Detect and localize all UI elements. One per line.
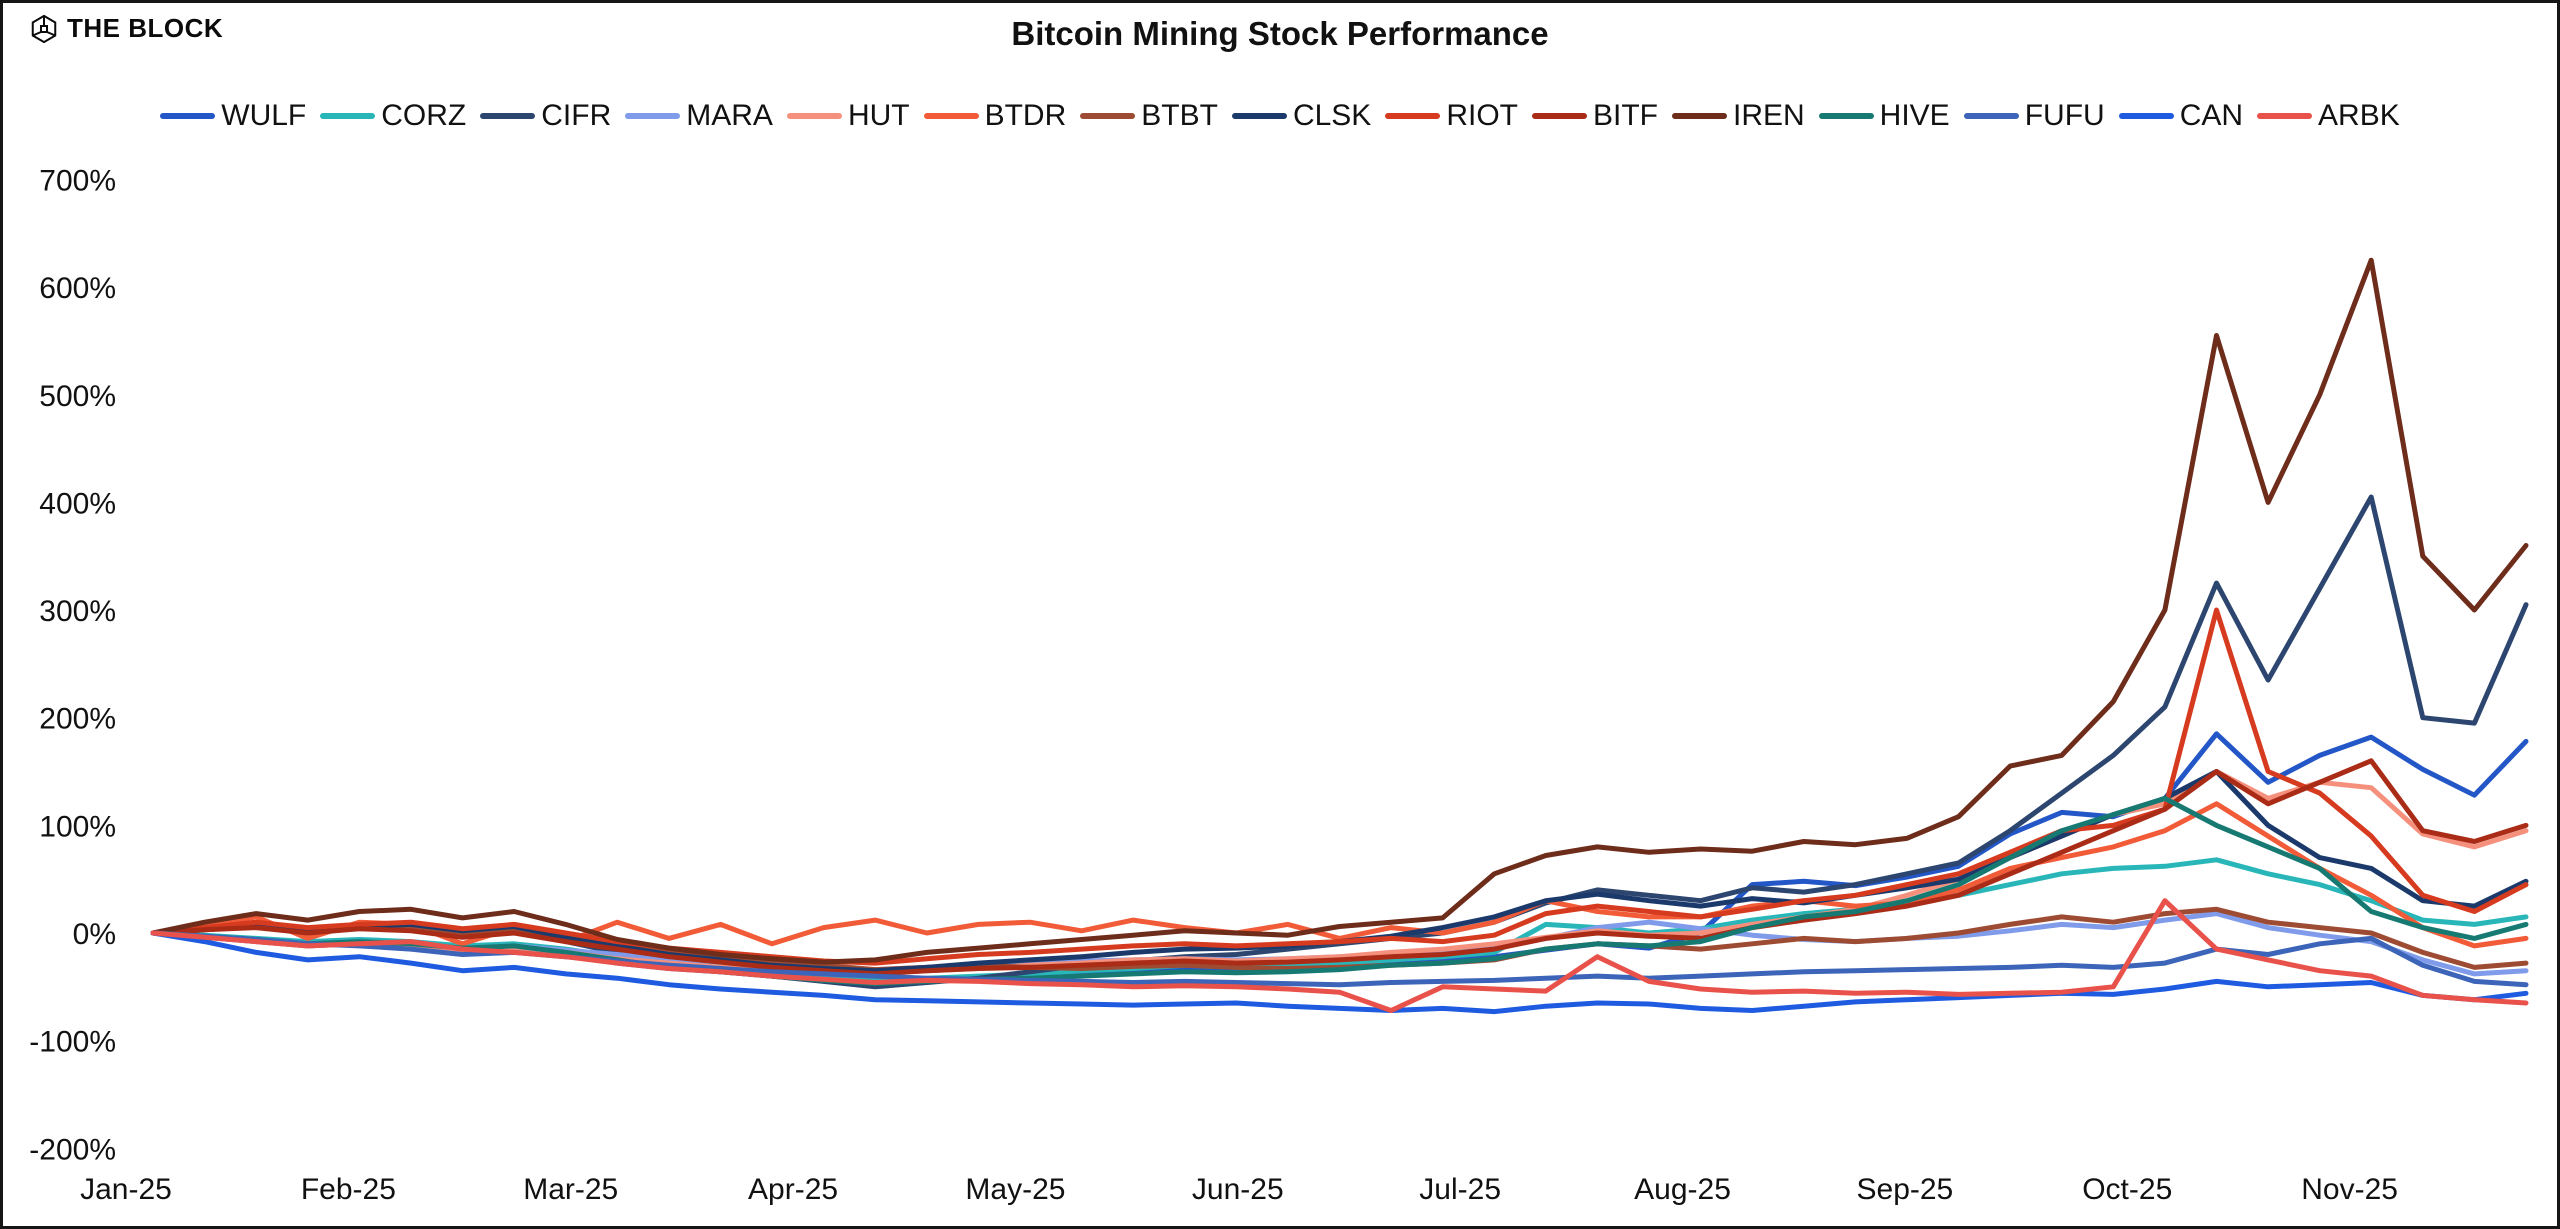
x-tick-Mar-25: Mar-25: [523, 1173, 618, 1206]
legend-swatch-HIVE: [1818, 113, 1874, 119]
chart-legend: WULF CORZ CIFR MARA HUT BTDR BTBT CLSK RIOT BITF I…: [33, 99, 2527, 133]
legend-item-MARA: MARA: [625, 99, 773, 133]
series-line-RIOT: [150, 607, 2529, 966]
legend-label-IREN: IREN: [1732, 99, 1805, 132]
legend-swatch-IREN: [1671, 113, 1727, 119]
legend-item-CAN: CAN: [2118, 99, 2244, 133]
legend-label-BTBT: BTBT: [1141, 99, 1218, 132]
legend-item-BTBT: BTBT: [1080, 99, 1218, 133]
y-tick-0: 0%: [73, 918, 116, 951]
legend-label-FUFU: FUFU: [2024, 99, 2105, 132]
legend-label-RIOT: RIOT: [1446, 99, 1518, 132]
y-tick-600: 600%: [39, 272, 116, 305]
chart-title: Bitcoin Mining Stock Performance: [1011, 15, 1549, 52]
legend-label-CIFR: CIFR: [541, 99, 612, 132]
legend-item-RIOT: RIOT: [1385, 99, 1518, 133]
legend-swatch-CORZ: [320, 113, 376, 119]
y-tick-200: 200%: [39, 703, 116, 736]
legend-swatch-HUT: [786, 113, 842, 119]
legend-swatch-WULF: [160, 113, 216, 119]
performance-chart: 700% 600% 500% 400% 300% 200% 100% 0% -100% -200%…: [29, 164, 2529, 1206]
legend-swatch-BTDR: [923, 113, 979, 119]
legend-item-CORZ: CORZ: [320, 99, 466, 133]
x-tick-Apr-25: Apr-25: [748, 1173, 838, 1206]
legend-item-HIVE: HIVE: [1818, 99, 1950, 133]
legend-swatch-CLSK: [1231, 113, 1287, 119]
y-tick-500: 500%: [39, 380, 116, 413]
x-tick-Jul-25: Jul-25: [1419, 1173, 1501, 1206]
x-tick-Oct-25: Oct-25: [2082, 1173, 2172, 1206]
y-tick-300: 300%: [39, 595, 116, 628]
x-tick-May-25: May-25: [965, 1173, 1065, 1206]
legend-item-FUFU: FUFU: [1963, 99, 2105, 133]
legend-label-BTDR: BTDR: [984, 99, 1067, 132]
x-tick-Feb-25: Feb-25: [301, 1173, 396, 1206]
y-tick-400: 400%: [39, 487, 116, 520]
the-block-logo-text: THE BLOCK: [67, 13, 224, 43]
legend-swatch-MARA: [625, 113, 681, 119]
legend-label-HUT: HUT: [847, 99, 910, 132]
legend-label-CORZ: CORZ: [381, 99, 467, 132]
legend-item-CIFR: CIFR: [480, 99, 611, 133]
the-block-logo: THE BLOCK: [29, 13, 223, 44]
legend-swatch-CAN: [2118, 113, 2174, 119]
x-tick-Jun-25: Jun-25: [1192, 1173, 1284, 1206]
legend-label-WULF: WULF: [221, 99, 307, 132]
legend-swatch-RIOT: [1385, 113, 1441, 119]
series-line-HIVE: [150, 795, 2529, 987]
x-tick-Sep-25: Sep-25: [1857, 1173, 1954, 1206]
legend-item-BTDR: BTDR: [923, 99, 1067, 133]
legend-label-ARBK: ARBK: [2318, 99, 2400, 132]
series-line-BITF: [150, 758, 2529, 977]
legend-swatch-BTBT: [1080, 113, 1136, 119]
y-tick-700: 700%: [39, 164, 116, 197]
legend-swatch-ARBK: [2257, 113, 2313, 119]
legend-label-CAN: CAN: [2179, 99, 2244, 132]
x-tick-Nov-25: Nov-25: [2301, 1173, 2398, 1206]
legend-label-CLSK: CLSK: [1292, 99, 1372, 132]
legend-swatch-FUFU: [1963, 113, 2019, 119]
series-line-IREN: [150, 257, 2529, 965]
legend-item-CLSK: CLSK: [1231, 99, 1372, 133]
the-block-logo-icon: [29, 14, 59, 44]
legend-label-MARA: MARA: [686, 99, 773, 132]
y-tick-100: 100%: [39, 810, 116, 843]
legend-item-HUT: HUT: [786, 99, 910, 133]
series-line-CAN: [150, 930, 2529, 1015]
y-tick--200: -200%: [29, 1133, 116, 1166]
legend-item-IREN: IREN: [1671, 99, 1805, 133]
legend-item-ARBK: ARBK: [2257, 99, 2400, 133]
legend-item-WULF: WULF: [160, 99, 306, 133]
y-tick--100: -100%: [29, 1026, 116, 1059]
legend-label-HIVE: HIVE: [1879, 99, 1950, 132]
series-line-ARBK: [150, 898, 2529, 1013]
legend-item-BITF: BITF: [1531, 99, 1658, 133]
legend-swatch-CIFR: [480, 113, 536, 119]
x-tick-Jan-25: Jan-25: [80, 1173, 172, 1206]
legend-swatch-BITF: [1531, 113, 1587, 119]
legend-label-BITF: BITF: [1592, 99, 1658, 132]
x-tick-Aug-25: Aug-25: [1634, 1173, 1731, 1206]
